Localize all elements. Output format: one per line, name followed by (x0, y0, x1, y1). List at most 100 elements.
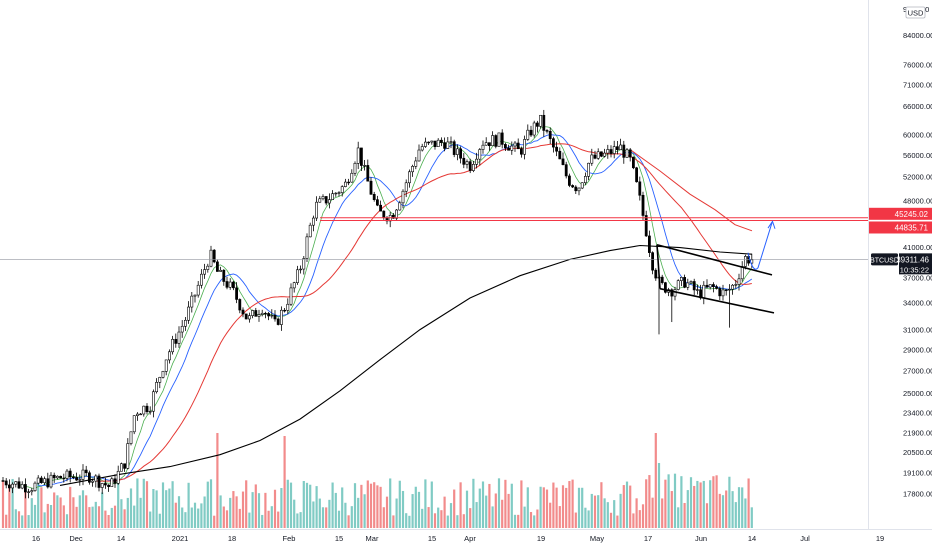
candle-body (689, 281, 693, 284)
candle-body (110, 478, 114, 487)
candle-body (235, 287, 239, 300)
candle-body (126, 443, 130, 469)
price-tick-label: 20500.00 (903, 448, 932, 457)
candle-body (289, 287, 293, 305)
volume-bar (177, 496, 181, 528)
candle-body (340, 186, 344, 193)
volume-bar (433, 513, 437, 528)
candle-body (379, 204, 383, 212)
candle-body (372, 194, 376, 200)
volume-bar (437, 507, 440, 528)
candle-body (244, 313, 248, 320)
volume-bar (312, 501, 315, 528)
volume-bar (8, 484, 11, 528)
time-tick-label: 15 (335, 534, 343, 543)
price-axis: 84000.00 76000.00 71000.00 66000.00 60000.00… (868, 0, 932, 530)
candle-body (558, 150, 562, 160)
candle-body (27, 491, 31, 493)
volume-bar (283, 436, 286, 528)
time-tick-label: Apr (464, 534, 476, 543)
volume-bar (286, 479, 289, 528)
volume-bar (734, 502, 737, 528)
candle-body (510, 145, 514, 151)
candle-body (414, 160, 418, 167)
candle-body (513, 142, 517, 147)
volume-bar (613, 500, 616, 528)
candle-body (225, 281, 229, 288)
candle-body (88, 472, 91, 483)
price-tick-label: 48000.00 (903, 196, 932, 205)
price-tick-label: 19100.00 (903, 469, 932, 478)
volume-bar (120, 499, 123, 528)
volume-bar (462, 514, 465, 528)
candle-body (203, 269, 207, 275)
volume-bar (85, 495, 88, 528)
volume-bar (14, 509, 17, 528)
volume-bar (347, 515, 350, 528)
candle-body (318, 198, 322, 203)
candle-body (545, 130, 549, 132)
candle-body (222, 269, 226, 282)
price-tick-label: 25000.00 (903, 389, 932, 398)
volume-bar (619, 493, 622, 528)
candle-body (65, 470, 69, 479)
candle-body (292, 282, 296, 289)
candle-body (503, 144, 507, 149)
volume-bar (216, 433, 219, 528)
candle-body (232, 281, 235, 289)
volume-bar (229, 497, 232, 528)
volume-bar (651, 497, 654, 528)
volume-bar (251, 492, 254, 528)
ma-blue-line (38, 134, 753, 487)
candle-body (462, 157, 466, 165)
volume-bar (600, 482, 603, 528)
candle-body (622, 144, 626, 158)
volume-bar (299, 512, 302, 528)
volume-bar (520, 480, 523, 528)
candle-body (132, 415, 136, 433)
volume-bar (731, 491, 734, 528)
candle-body (443, 142, 447, 149)
candle-body (407, 171, 411, 184)
price-tag-resistance-2-text: 44835.71 (895, 223, 929, 232)
candle-body (279, 309, 283, 325)
candle-body (321, 196, 325, 200)
candle-body (724, 289, 728, 292)
volume-bar (379, 486, 382, 528)
volume-bar (657, 463, 661, 528)
candle-body (459, 148, 463, 159)
candle-body (286, 303, 290, 311)
volume-bar (334, 492, 337, 528)
volume-bar (465, 490, 469, 528)
volume-bar (62, 505, 65, 528)
candle-body (68, 470, 72, 478)
candle-body (398, 202, 402, 211)
candle-body (91, 480, 95, 483)
candle-body (4, 480, 8, 486)
ma-black-line (59, 244, 753, 486)
candle-body (679, 277, 683, 281)
candle-body (145, 405, 149, 413)
volume-bar (488, 483, 491, 528)
candle-body (526, 129, 530, 140)
candle-body (311, 217, 315, 226)
candle-body (219, 269, 223, 272)
candle-body (446, 141, 450, 149)
volume-bar (747, 478, 750, 528)
volume-bar (526, 487, 529, 528)
candle-body (708, 284, 712, 288)
candle-body (439, 139, 443, 143)
volume-bar (113, 505, 117, 528)
volume-bar (533, 515, 536, 528)
candle-body (651, 252, 655, 271)
volume-bar (667, 474, 670, 528)
volume-bar (382, 507, 385, 528)
candle-body (478, 149, 482, 160)
candle-body (55, 475, 59, 479)
volume-bar (574, 512, 577, 528)
ma-red-extension (629, 149, 753, 232)
volume-bar (24, 485, 27, 528)
volume-bar (318, 498, 321, 528)
volume-bar (725, 490, 728, 528)
